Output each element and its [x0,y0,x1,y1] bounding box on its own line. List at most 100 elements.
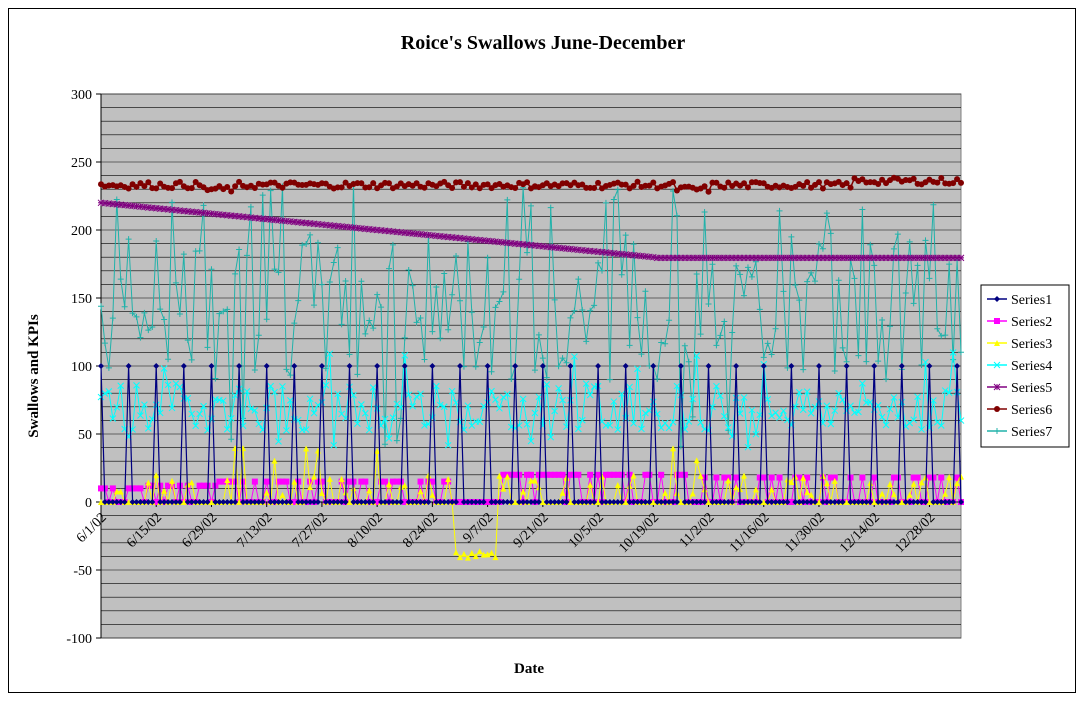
data-point [149,323,156,330]
data-point [464,402,472,410]
data-point [717,499,724,505]
data-point [768,474,775,481]
data-point [606,499,613,505]
data-point [531,477,538,484]
data-point [673,254,681,262]
data-point [922,254,929,262]
data-point [945,254,953,262]
data-point [204,209,211,217]
data-point [871,474,878,481]
data-point [886,254,894,262]
data-point [125,363,132,369]
data-point [366,487,373,494]
data-point [231,212,239,220]
data-point [133,183,140,190]
data-point [389,228,397,235]
data-point [184,499,191,505]
data-point [571,246,578,253]
data-point [519,395,527,403]
data-point [216,478,223,485]
data-point [618,271,625,278]
data-point [922,237,929,244]
data-point [109,485,116,492]
data-point [602,471,609,478]
data-point [827,230,834,237]
data-point [784,476,791,483]
data-point [444,233,452,241]
data-point [922,358,929,366]
data-point [602,499,609,505]
data-point [231,392,239,399]
data-point [456,297,463,304]
data-point [279,491,286,498]
data-point [204,344,211,351]
chart: Roice's Swallows June-December -100 -50 0 5… [26,32,1070,677]
data-point [263,489,270,496]
data-point [441,270,448,277]
data-point [405,229,413,237]
data-point [456,554,463,561]
data-point [938,499,945,505]
data-point [650,363,657,369]
data-point [784,364,791,371]
data-point [930,499,937,505]
data-point [713,179,720,186]
data-point [709,254,716,262]
data-point [417,314,424,321]
legend-label: Series1 [1011,293,1052,308]
data-point [886,499,893,505]
data-point [689,499,696,505]
y-tick-label: 300 [71,88,92,103]
data-point [815,179,822,186]
data-point [484,399,491,406]
data-point [425,499,432,505]
data-point [153,363,160,369]
data-point [673,212,680,219]
data-point [488,387,495,395]
data-point [247,203,254,210]
data-point [879,317,886,324]
data-point [898,398,906,406]
data-point [689,490,696,497]
data-point [819,472,826,479]
data-point [859,380,866,387]
data-point [322,499,329,505]
data-point [741,472,748,479]
data-point [937,422,945,429]
data-point [263,215,271,223]
data-point [662,340,669,347]
data-point [740,394,748,401]
data-point [701,499,708,505]
data-point [642,409,649,417]
data-point [401,363,408,369]
data-point [445,475,452,482]
data-point [366,499,373,505]
data-point [385,265,392,272]
data-point [496,238,503,246]
data-point [267,382,274,390]
data-point [614,250,622,258]
data-point [318,399,326,406]
data-point [157,499,164,505]
data-point [389,478,396,485]
data-point [105,388,113,395]
data-point [994,428,1000,434]
data-point [303,241,310,248]
data-point [417,390,424,398]
data-point [756,474,763,481]
data-point [744,264,751,271]
data-point [776,414,783,422]
series-series6 [98,174,964,195]
data-point [705,301,712,308]
data-point [413,180,420,187]
data-point [389,499,396,505]
data-point [528,471,534,478]
data-point [227,414,235,422]
data-point [302,426,310,433]
data-point [196,410,203,418]
data-point [843,407,850,415]
data-point [871,363,878,369]
data-point [737,271,744,278]
data-point [137,334,144,341]
data-point [574,425,582,433]
